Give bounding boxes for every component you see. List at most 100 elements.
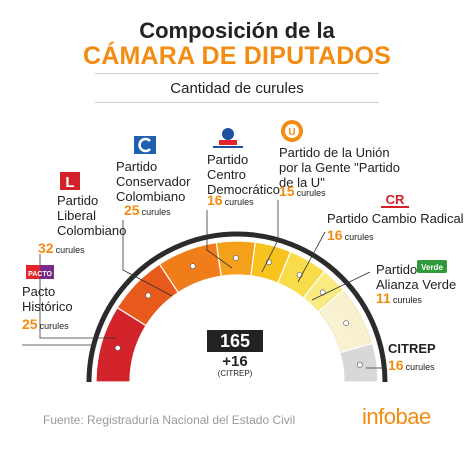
leader-verde [311,271,371,301]
hatch-line [324,298,349,317]
label-centro-line-2: Centro [207,167,247,182]
seats-citrep: 16 curules [388,357,435,373]
hatch-line [331,312,358,329]
label-conservador-line-2: Conservador [116,174,191,189]
svg-text:PACTO: PACTO [28,271,52,278]
hatch-line [341,341,371,351]
source-note: Fuente: Registraduría Nacional del Estad… [43,413,296,427]
seats-alianza-verde: 11 curules [376,290,422,306]
hatch-line [335,323,364,337]
gauge-rim [86,231,388,383]
seats-verde-unit: curules [392,295,422,305]
leader-u [261,200,279,273]
label-u-line-1: Partido de la Unión [279,145,390,160]
seats-pacto-value: 25 [22,316,38,332]
hatch-line [327,304,353,322]
seats-cambio-radical: 16 curules [327,227,374,243]
hatch-line [336,325,365,339]
svg-text:U: U [288,127,295,138]
svg-text:CR: CR [386,192,405,207]
seats-pacto: 25 curules [22,316,69,332]
label-pacto-line-1: Pacto [22,284,56,299]
cambio-radical-logo: CR [381,192,409,208]
divider-bottom [95,102,379,103]
seats-u-value: 15 [279,183,295,199]
hatch-line [340,338,370,349]
hatch-line [329,308,356,325]
seats-citrep-unit: curules [405,362,435,372]
seats-cambio-unit: curules [344,232,374,242]
marker-citrep [356,361,363,368]
hatch-line [340,336,369,347]
marker-pacto-histo-rico [145,292,152,299]
liberal-logo: L [60,172,80,191]
seats-liberal-unit: curules [55,245,85,255]
label-citrep-line-1: CITREP [388,341,436,356]
hatch-line [334,318,362,334]
label-citrep: CITREP [388,341,436,356]
label-liberal-line-2: Liberal [57,208,97,223]
seats-conservador: 25 curules [124,202,171,218]
label-pacto-line-2: Histórico [22,299,73,314]
label-liberal-line-1: Partido [57,193,99,208]
label-alianza-verde: Partido Alianza Verde [376,262,456,292]
marker-partido-conservador-colombiano [189,263,196,270]
hatch-line [339,334,368,346]
pacto-historico-logo: PACTO [26,265,54,279]
hatch-line [330,310,357,327]
hatch-line [322,296,348,316]
leader-liberal [39,254,116,339]
seats-conservador-value: 25 [124,202,140,218]
label-pacto: Pacto Histórico [22,284,73,314]
marker-partido-centro-democra-tico [233,255,239,261]
label-centro-line-3: Democrático [207,182,280,197]
seats-conservador-unit: curules [141,207,171,217]
seats-liberal-value: 32 [38,240,54,256]
label-cambio-radical: Partido Cambio Radical [327,211,464,226]
seats-pacto-unit: curules [39,321,69,331]
hatch-line [337,327,366,340]
seats-cambio-value: 16 [327,227,343,243]
hatch-line [338,329,367,342]
label-centro-line-1: Partido [207,152,249,167]
leader-conservador [122,220,173,297]
label-verde-line-2: Alianza Verde [376,277,457,292]
hatch-line [334,321,363,335]
seats-centro-value: 16 [207,192,223,208]
seats-centro-unit: curules [224,197,254,207]
brand-logo: infobae [362,404,431,429]
hatch-line [328,306,354,324]
label-verde-line-1: Partido [376,262,418,277]
alianza-verde-logo: Verde [417,260,447,273]
total-seats: 165 [207,330,263,352]
subtitle: Cantidad de curules [170,80,304,97]
hatch-line [319,290,343,312]
hatch-line [325,300,350,319]
seats-liberal: 32 curules [38,240,85,256]
divider-top [95,73,379,74]
label-conservador: Partido Conservador Colombiano [116,159,190,204]
marker-otros [343,320,350,327]
seats-verde-value: 11 [376,290,391,306]
leader-cambio [297,231,326,283]
partido-de-la-u-logo: U [281,120,303,142]
seats-u-unit: curules [296,188,326,198]
hatch-line [338,332,367,344]
svg-text:L: L [65,174,74,191]
extra-seats: +16 [222,353,248,370]
hatch-line [321,294,346,314]
extra-seats-label: (CITREP) [217,369,253,378]
seats-citrep-value: 16 [388,357,404,373]
label-u-line-3: de la U" [279,175,325,190]
seats-partido-de-la-u: 15 curules [279,183,326,199]
seats-centro-democratico: 16 curules [207,192,254,208]
label-conservador-line-1: Partido [116,159,158,174]
centro-democratico-logo [213,128,243,148]
title-line-1: Composición de la [139,18,335,43]
label-liberal-line-3: Colombiano [57,223,127,238]
label-partido-de-la-u: Partido de la Unión por la Gente "Partid… [279,145,400,190]
label-cambio-line-1: Partido Cambio Radical [327,211,464,226]
hatch-line [341,343,371,353]
label-u-line-2: por la Gente "Partido [279,160,400,175]
